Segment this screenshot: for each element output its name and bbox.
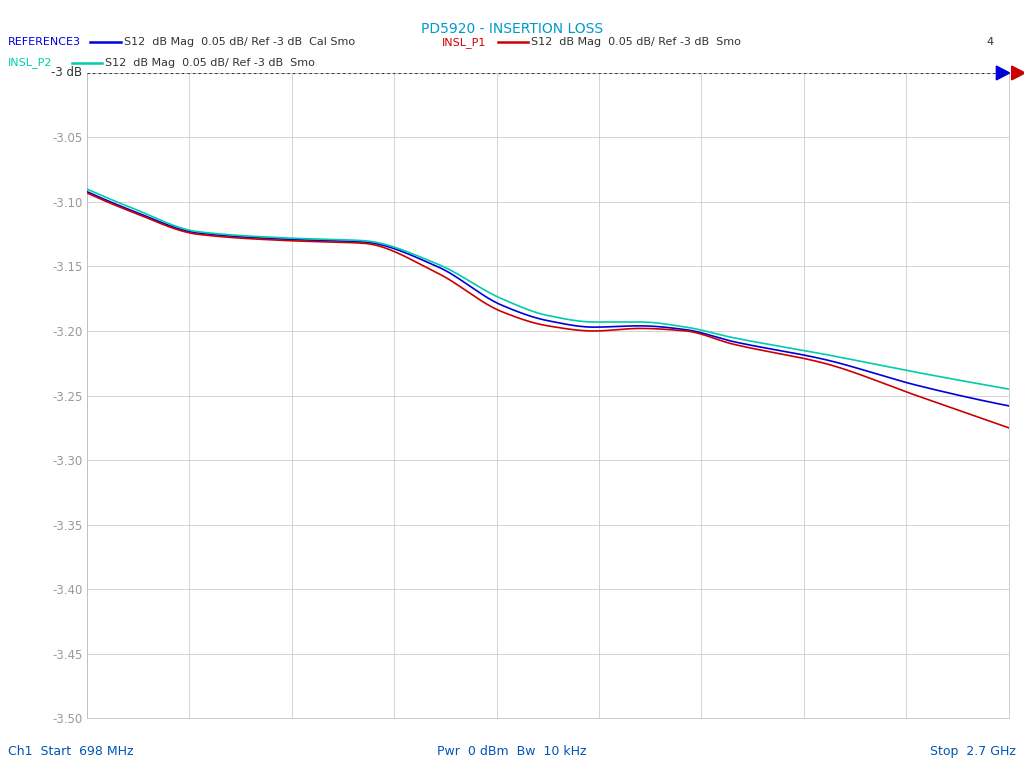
Text: PD5920 - INSERTION LOSS: PD5920 - INSERTION LOSS	[421, 22, 603, 35]
Text: S12  dB Mag  0.05 dB/ Ref -3 dB  Cal Smo: S12 dB Mag 0.05 dB/ Ref -3 dB Cal Smo	[124, 37, 355, 48]
Text: S12  dB Mag  0.05 dB/ Ref -3 dB  Smo: S12 dB Mag 0.05 dB/ Ref -3 dB Smo	[105, 58, 315, 68]
Text: -3 dB: -3 dB	[51, 67, 82, 79]
Text: INSL_P2: INSL_P2	[8, 58, 52, 68]
Text: Stop  2.7 GHz: Stop 2.7 GHz	[930, 745, 1016, 757]
Text: REFERENCE3: REFERENCE3	[8, 37, 81, 48]
Text: Pwr  0 dBm  Bw  10 kHz: Pwr 0 dBm Bw 10 kHz	[437, 745, 587, 757]
Text: INSL_P1: INSL_P1	[442, 37, 486, 48]
Text: S12  dB Mag  0.05 dB/ Ref -3 dB  Smo: S12 dB Mag 0.05 dB/ Ref -3 dB Smo	[531, 37, 741, 48]
Text: Ch1  Start  698 MHz: Ch1 Start 698 MHz	[8, 745, 134, 757]
Text: 4: 4	[986, 37, 993, 48]
